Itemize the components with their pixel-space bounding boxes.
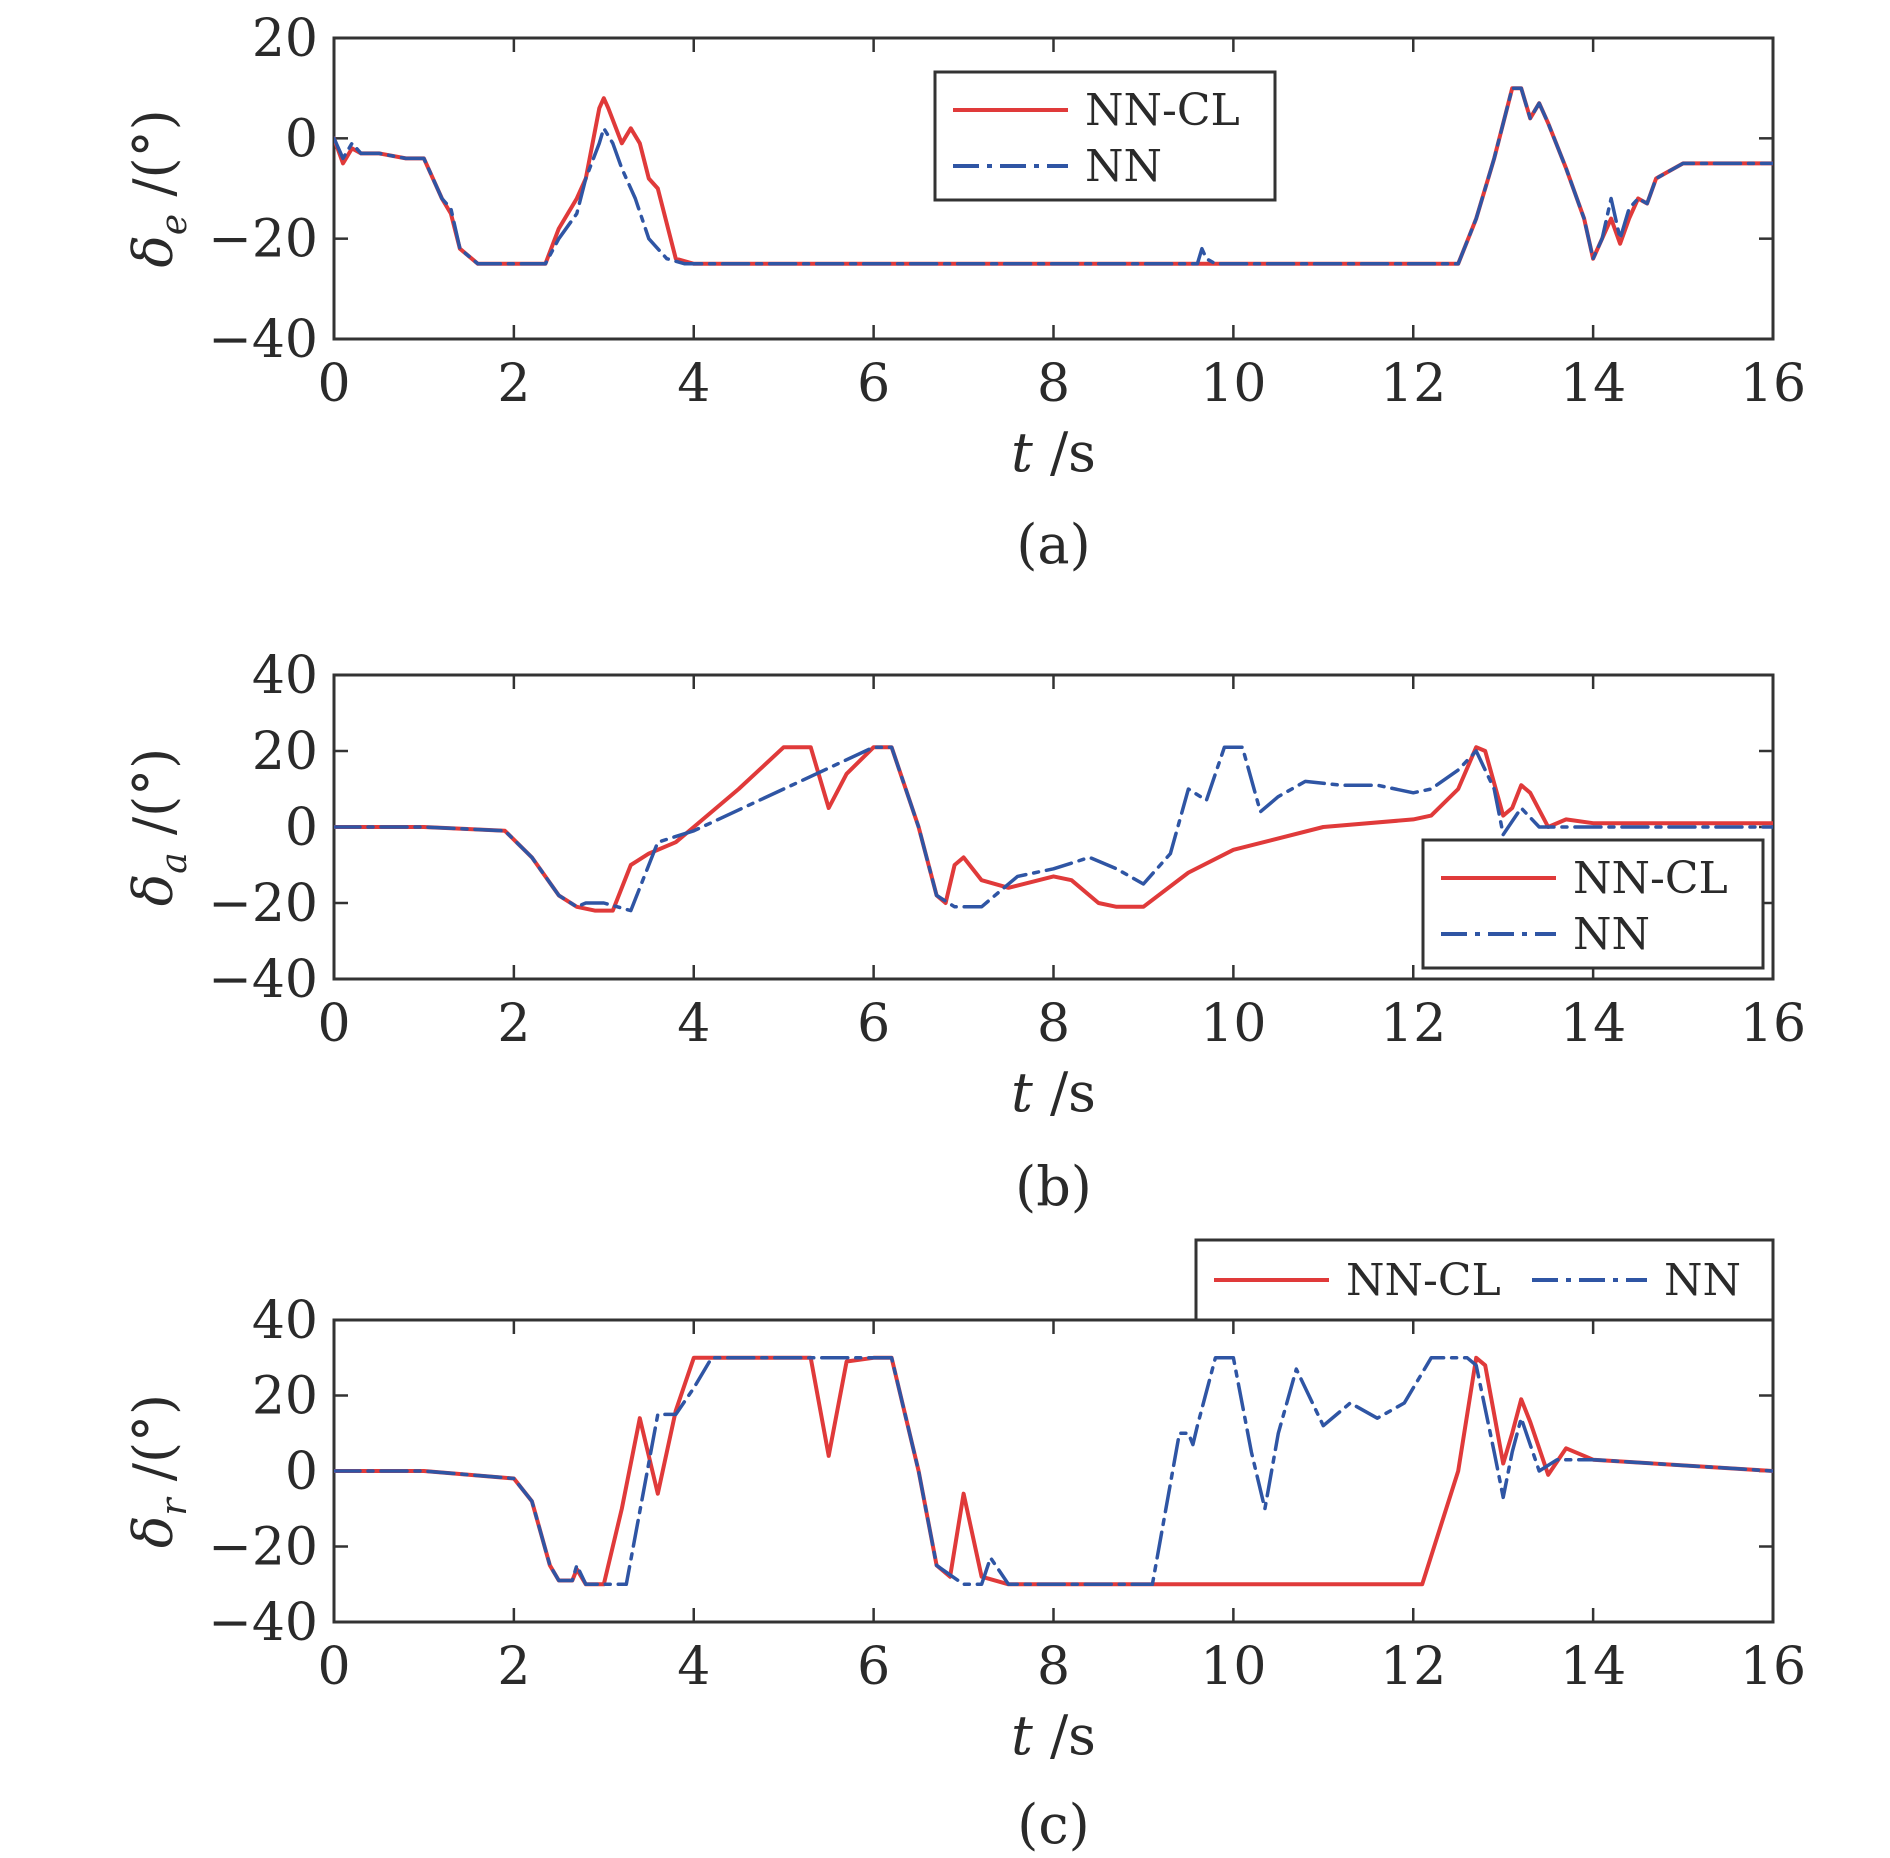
x-tick-label: 8 xyxy=(1037,994,1070,1054)
x-tick-label: 0 xyxy=(317,354,350,414)
x-tick-label: 10 xyxy=(1200,354,1266,414)
y-axis-symbol: δ xyxy=(122,874,185,907)
legend-box xyxy=(933,70,1277,202)
legend-label: NN xyxy=(1085,141,1162,192)
y-axis-symbol: δ xyxy=(122,235,185,268)
x-tick-label: 16 xyxy=(1740,994,1806,1054)
legend-label: NN xyxy=(1664,1255,1741,1306)
series-line-nn-cl xyxy=(334,1355,1773,1587)
series-line-nn xyxy=(334,86,1773,266)
x-tick-label: 12 xyxy=(1380,1637,1446,1697)
y-axis-label: δe /(°) xyxy=(122,109,195,267)
x-tick-label: 6 xyxy=(857,1637,890,1697)
panel-caption: (a) xyxy=(1016,513,1090,576)
y-tick-label: 40 xyxy=(252,1291,318,1351)
series-line-nn-cl xyxy=(334,745,1773,913)
x-tick-label: 4 xyxy=(677,354,710,414)
y-tick-label: −20 xyxy=(208,874,318,934)
legend-box xyxy=(1194,1238,1775,1322)
chart-panel-1: 0 2 4 6 8 10 12 14 16 −40 −20 0 20 δe /(°) t /s (a) NN-C… xyxy=(122,9,1806,576)
x-tick-label: 16 xyxy=(1740,1637,1806,1697)
x-axis-label: t /s xyxy=(1011,1704,1096,1767)
x-tick-label: 16 xyxy=(1740,354,1806,414)
x-tick-label: 14 xyxy=(1560,994,1626,1054)
x-tick-label: 0 xyxy=(317,1637,350,1697)
legend-box xyxy=(1421,838,1765,970)
y-tick-label: 40 xyxy=(252,646,318,706)
legend-label: NN-CL xyxy=(1573,853,1728,904)
x-tick-label: 4 xyxy=(677,1637,710,1697)
legend: NN-CL NN xyxy=(1194,1238,1775,1322)
x-axis-label: t /s xyxy=(1011,421,1096,484)
x-axis-unit: /s xyxy=(1033,421,1096,484)
x-tick-label: 14 xyxy=(1560,1637,1626,1697)
y-axis-symbol: δ xyxy=(122,1516,185,1549)
legend-label: NN-CL xyxy=(1085,85,1240,136)
y-axis-subscript: r xyxy=(154,1497,195,1516)
x-axis-symbol: t xyxy=(1011,421,1033,484)
y-axis-label: δa /(°) xyxy=(122,748,195,906)
y-tick-label: 0 xyxy=(285,109,318,169)
y-axis-subscript: a xyxy=(154,852,195,873)
y-axis-unit: /(°) xyxy=(122,109,185,214)
panel-caption: (b) xyxy=(1015,1155,1092,1218)
x-tick-label: 12 xyxy=(1380,994,1446,1054)
x-tick-label: 2 xyxy=(497,354,530,414)
x-tick-label: 6 xyxy=(857,994,890,1054)
y-tick-label: −40 xyxy=(208,310,318,370)
y-tick-label: −40 xyxy=(208,950,318,1010)
y-tick-label: 20 xyxy=(252,722,318,782)
y-tick-label: 20 xyxy=(252,9,318,69)
x-tick-label: 6 xyxy=(857,354,890,414)
x-tick-label: 0 xyxy=(317,994,350,1054)
plot-frame xyxy=(332,1318,1775,1624)
chart-panel-2: 0 2 4 6 8 10 12 14 16 −40 −20 0 20 40 δa /(°) t /s (b) NN… xyxy=(122,646,1806,1218)
series-line-nn xyxy=(334,745,1773,913)
y-axis-subscript: e xyxy=(154,214,195,235)
legend-label: NN-CL xyxy=(1346,1255,1501,1306)
y-tick-label: −20 xyxy=(208,210,318,270)
y-tick-label: −40 xyxy=(208,1593,318,1653)
x-axis-unit: /s xyxy=(1033,1704,1096,1767)
chart-panel-3: 0 2 4 6 8 10 12 14 16 −40 −20 0 20 40 δr /(°) t /s (c) NN… xyxy=(122,1238,1806,1856)
y-tick-label: 0 xyxy=(285,798,318,858)
panel-caption: (c) xyxy=(1017,1793,1089,1856)
x-tick-label: 8 xyxy=(1037,354,1070,414)
x-axis-unit: /s xyxy=(1033,1061,1096,1124)
y-tick-label: 20 xyxy=(252,1367,318,1427)
y-tick-label: 0 xyxy=(285,1442,318,1502)
y-tick-label: −20 xyxy=(208,1518,318,1578)
y-axis-label: δr /(°) xyxy=(122,1394,195,1548)
x-tick-label: 10 xyxy=(1200,1637,1266,1697)
x-tick-label: 14 xyxy=(1560,354,1626,414)
series-line-nn xyxy=(334,1356,1773,1587)
x-axis-symbol: t xyxy=(1011,1704,1033,1767)
x-axis-label: t /s xyxy=(1011,1061,1096,1124)
y-axis-unit: /(°) xyxy=(122,1394,185,1499)
x-tick-label: 8 xyxy=(1037,1637,1070,1697)
x-tick-label: 10 xyxy=(1200,994,1266,1054)
x-tick-label: 2 xyxy=(497,994,530,1054)
x-tick-label: 2 xyxy=(497,1637,530,1697)
x-tick-label: 12 xyxy=(1380,354,1446,414)
y-axis-unit: /(°) xyxy=(122,748,185,853)
legend-label: NN xyxy=(1573,909,1650,960)
x-tick-label: 4 xyxy=(677,994,710,1054)
x-axis-symbol: t xyxy=(1011,1061,1033,1124)
